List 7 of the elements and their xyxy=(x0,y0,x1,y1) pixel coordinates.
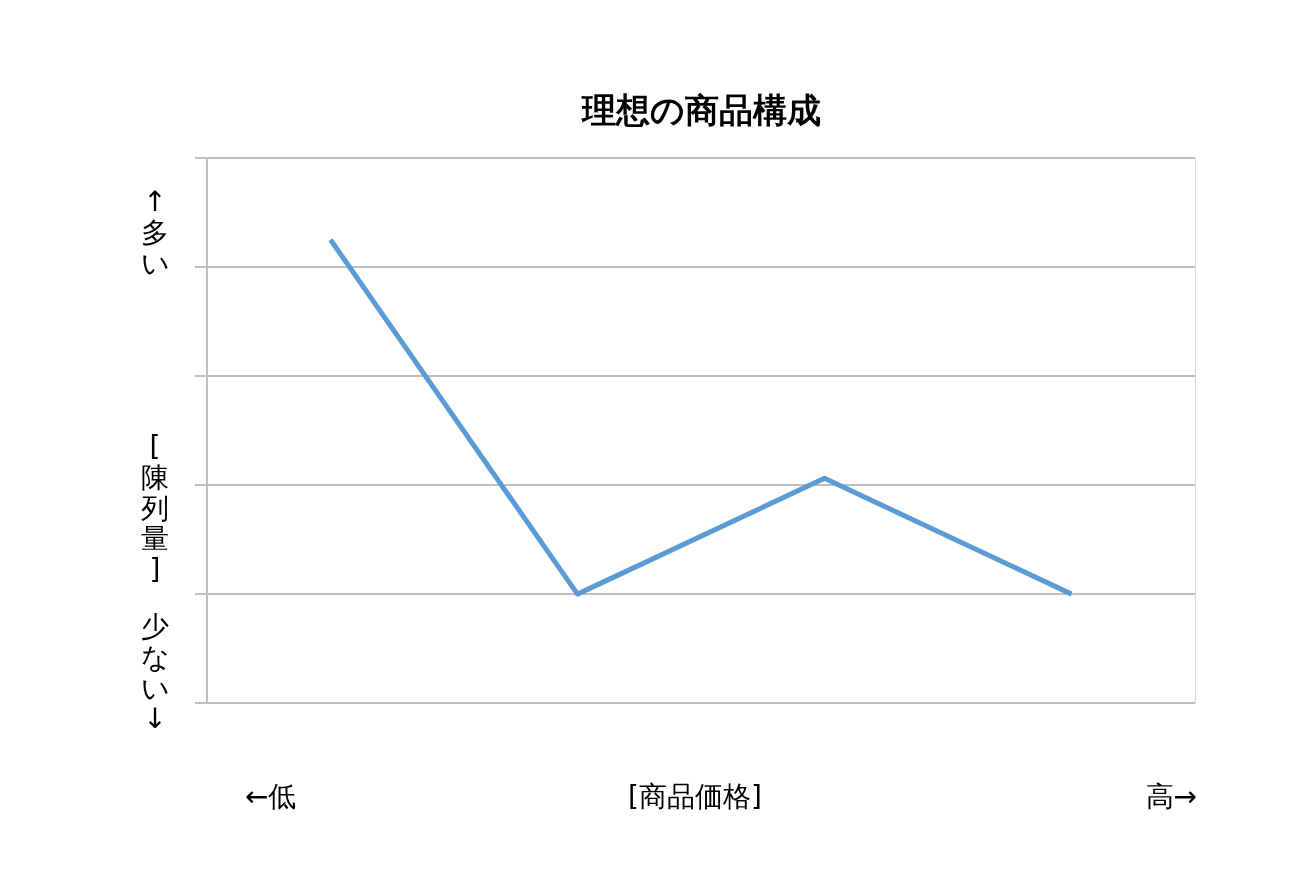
text: ←低 xyxy=(245,780,297,813)
text: 高→ xyxy=(1145,780,1197,813)
y-axis-title: [陳列量] xyxy=(141,430,169,587)
text: 少ない↓ xyxy=(140,610,170,736)
x-axis-title: [商品価格] xyxy=(628,780,762,813)
chart-title: 理想の商品構成 xyxy=(580,90,821,130)
text: ↑多い xyxy=(140,185,170,280)
